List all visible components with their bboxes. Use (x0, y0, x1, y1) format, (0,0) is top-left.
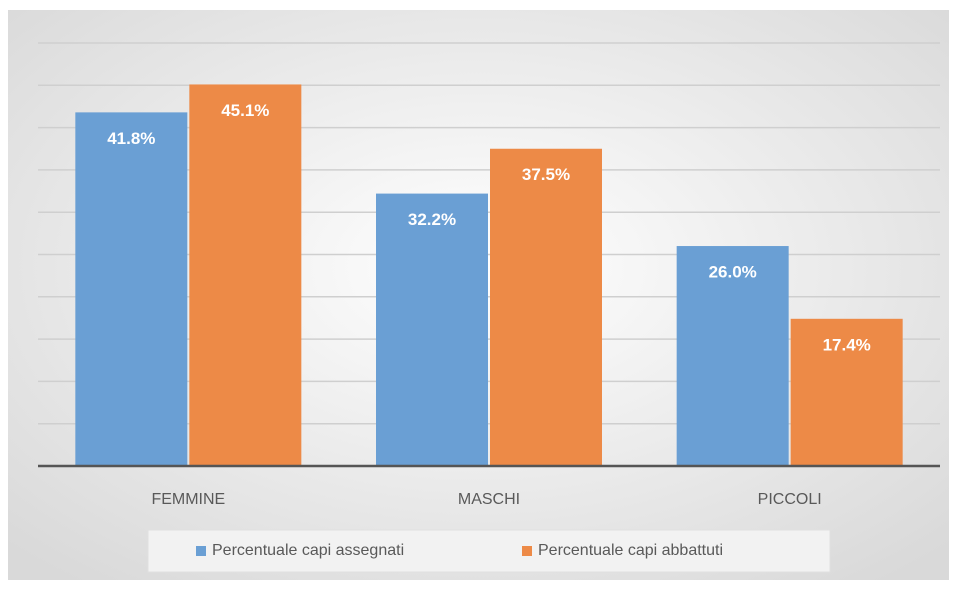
legend-box (147, 529, 831, 573)
data-label: 41.8% (107, 129, 155, 148)
legend-label: Percentuale capi abbattuti (538, 542, 723, 559)
bar (676, 246, 789, 466)
x-tick-label: PICCOLI (758, 491, 822, 508)
bar (376, 193, 488, 466)
x-tick-label: MASCHI (458, 491, 520, 508)
data-label: 26.0% (709, 263, 757, 282)
x-tick-label: FEMMINE (151, 491, 225, 508)
legend-swatch (522, 546, 532, 556)
legend: Percentuale capi assegnati Percentuale ca… (147, 529, 831, 573)
bar (75, 112, 188, 466)
data-label: 32.2% (408, 210, 456, 229)
legend-label: Percentuale capi assegnati (212, 542, 404, 559)
bar (790, 318, 903, 466)
bar (490, 148, 602, 466)
bar (189, 84, 302, 466)
data-label: 37.5% (522, 165, 570, 184)
legend-swatch (196, 546, 206, 556)
data-label: 45.1% (221, 101, 269, 120)
data-label: 17.4% (823, 335, 871, 354)
